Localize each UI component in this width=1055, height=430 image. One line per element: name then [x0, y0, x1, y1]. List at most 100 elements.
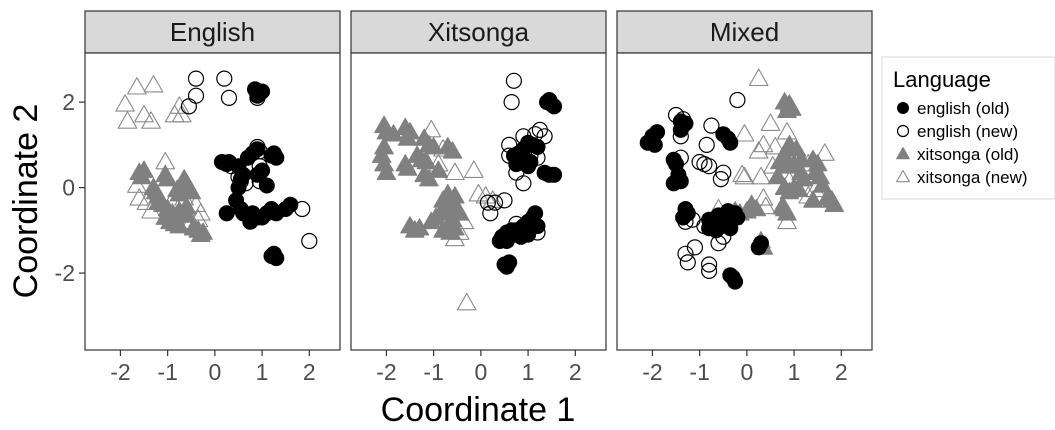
facet-panels: English -2 -1 0 1 2 -2 0 2 Xitsonga -2 -1 0 1 2 Mixed -2… [55, 10, 873, 385]
data-point-english-new [482, 205, 499, 222]
data-point-english-old [282, 196, 299, 213]
data-point-english-old [546, 98, 563, 115]
data-point-xitsonga-new [732, 164, 752, 183]
data-point-xitsonga-new [456, 292, 477, 311]
legend-item-xitsonga-new: xitsonga (new) [896, 168, 1028, 187]
data-point-xitsonga-new [468, 183, 489, 202]
data-point-english-new [505, 72, 523, 89]
data-point-xitsonga-new [734, 124, 755, 142]
data-point-english-old [513, 228, 529, 245]
x-tick-label: -2 [642, 359, 662, 385]
facet-panel-xitsonga: Xitsonga -2 -1 0 1 2 [350, 10, 607, 385]
data-point-xitsonga-new [760, 113, 781, 131]
data-point-xitsonga-old [803, 190, 823, 208]
data-point-english-old [750, 239, 767, 256]
x-tick-label: 0 [740, 359, 753, 385]
data-point-xitsonga-old [397, 128, 418, 146]
data-point-xitsonga-old [157, 169, 178, 187]
facet-strip [350, 10, 607, 54]
data-point-english-new [700, 256, 718, 273]
data-point-english-new [679, 254, 696, 271]
y-tick-label: 0 [62, 175, 75, 201]
data-point-english-old [258, 177, 275, 194]
data-point-xitsonga-old [397, 158, 418, 176]
data-point-xitsonga-old [772, 196, 793, 215]
x-tick-label: 1 [788, 359, 801, 385]
data-point-xitsonga-old [442, 141, 463, 159]
data-point-xitsonga-new [463, 160, 484, 178]
legend-item-english-old: english (old) [897, 99, 1010, 118]
facet-strip-label: Mixed [710, 17, 779, 47]
points-layer [371, 72, 563, 311]
data-point-english-old [722, 220, 739, 237]
x-tick-label: 1 [256, 359, 269, 385]
data-point-english-new [515, 175, 532, 192]
data-point-english-old [546, 166, 563, 183]
data-point-english-old [646, 136, 663, 153]
legend-items: english (old) english (new) xitsonga (old)… [896, 99, 1028, 187]
legend-key-english-old [897, 102, 909, 114]
data-point-english-new [479, 194, 496, 211]
facet-strip-label: English [170, 17, 255, 47]
x-tick-label: -1 [689, 359, 709, 385]
data-point-xitsonga-old [176, 196, 197, 215]
legend-label: xitsonga (old) [917, 145, 1019, 164]
data-point-english-old [708, 222, 725, 239]
x-tick-label: -1 [157, 359, 177, 385]
data-point-english-new [703, 117, 720, 134]
legend-key-xitsonga-new [896, 169, 910, 183]
data-point-xitsonga-new [753, 188, 774, 206]
data-point-english-old [263, 147, 280, 164]
data-point-xitsonga-new [117, 111, 138, 129]
x-tick-label: 2 [835, 359, 848, 385]
data-point-xitsonga-old [169, 184, 190, 202]
legend-item-xitsonga-old: xitsonga (old) [896, 145, 1019, 164]
data-point-english-old [672, 121, 689, 138]
x-tick-label: 1 [522, 359, 535, 385]
data-point-english-old [501, 254, 518, 271]
facet-strip [84, 10, 341, 54]
points-layer [639, 68, 844, 290]
data-point-xitsonga-old [445, 218, 465, 236]
legend-box [881, 56, 1055, 200]
data-point-xitsonga-old [376, 162, 397, 180]
data-point-xitsonga-old [777, 100, 797, 118]
panel-border [350, 52, 607, 351]
data-point-english-old [722, 134, 739, 151]
data-point-xitsonga-old [789, 179, 809, 198]
panel-border [616, 52, 873, 351]
x-axis-title: Coordinate 1 [381, 391, 576, 429]
legend-label: xitsonga (new) [917, 168, 1028, 187]
y-tick-label: -2 [55, 260, 75, 286]
data-point-xitsonga-new [143, 75, 164, 93]
data-point-english-new [486, 194, 504, 211]
legend-key-english-new [896, 124, 910, 138]
data-point-xitsonga-new [115, 94, 135, 112]
data-point-english-new [301, 232, 318, 250]
data-point-xitsonga-old [181, 181, 202, 200]
data-point-english-new [686, 239, 704, 256]
data-point-xitsonga-new [755, 196, 776, 215]
x-tick-label: -2 [110, 359, 130, 385]
data-point-xitsonga-new [748, 141, 769, 159]
data-point-xitsonga-new [753, 134, 774, 153]
legend-title: Language [893, 67, 991, 92]
data-point-english-old [522, 154, 539, 170]
legend-item-english-new: english (new) [896, 122, 1018, 141]
data-point-english-new [220, 89, 238, 107]
data-point-xitsonga-old [812, 175, 833, 193]
legend-label: english (old) [917, 99, 1010, 118]
data-point-english-old [722, 267, 739, 284]
data-point-xitsonga-new [190, 203, 211, 221]
data-point-xitsonga-new [127, 77, 147, 95]
data-point-xitsonga-new [734, 166, 755, 185]
data-point-english-new [503, 93, 520, 111]
x-tick-label: 0 [208, 359, 221, 385]
facet-panel-english: English -2 -1 0 1 2 -2 0 2 [55, 10, 341, 385]
data-point-english-new [496, 192, 513, 209]
facet-panel-mixed: Mixed -2 -1 0 1 2 [616, 10, 873, 385]
data-point-english-old [529, 139, 546, 155]
data-point-xitsonga-new [751, 166, 771, 185]
data-point-english-new [715, 164, 732, 181]
